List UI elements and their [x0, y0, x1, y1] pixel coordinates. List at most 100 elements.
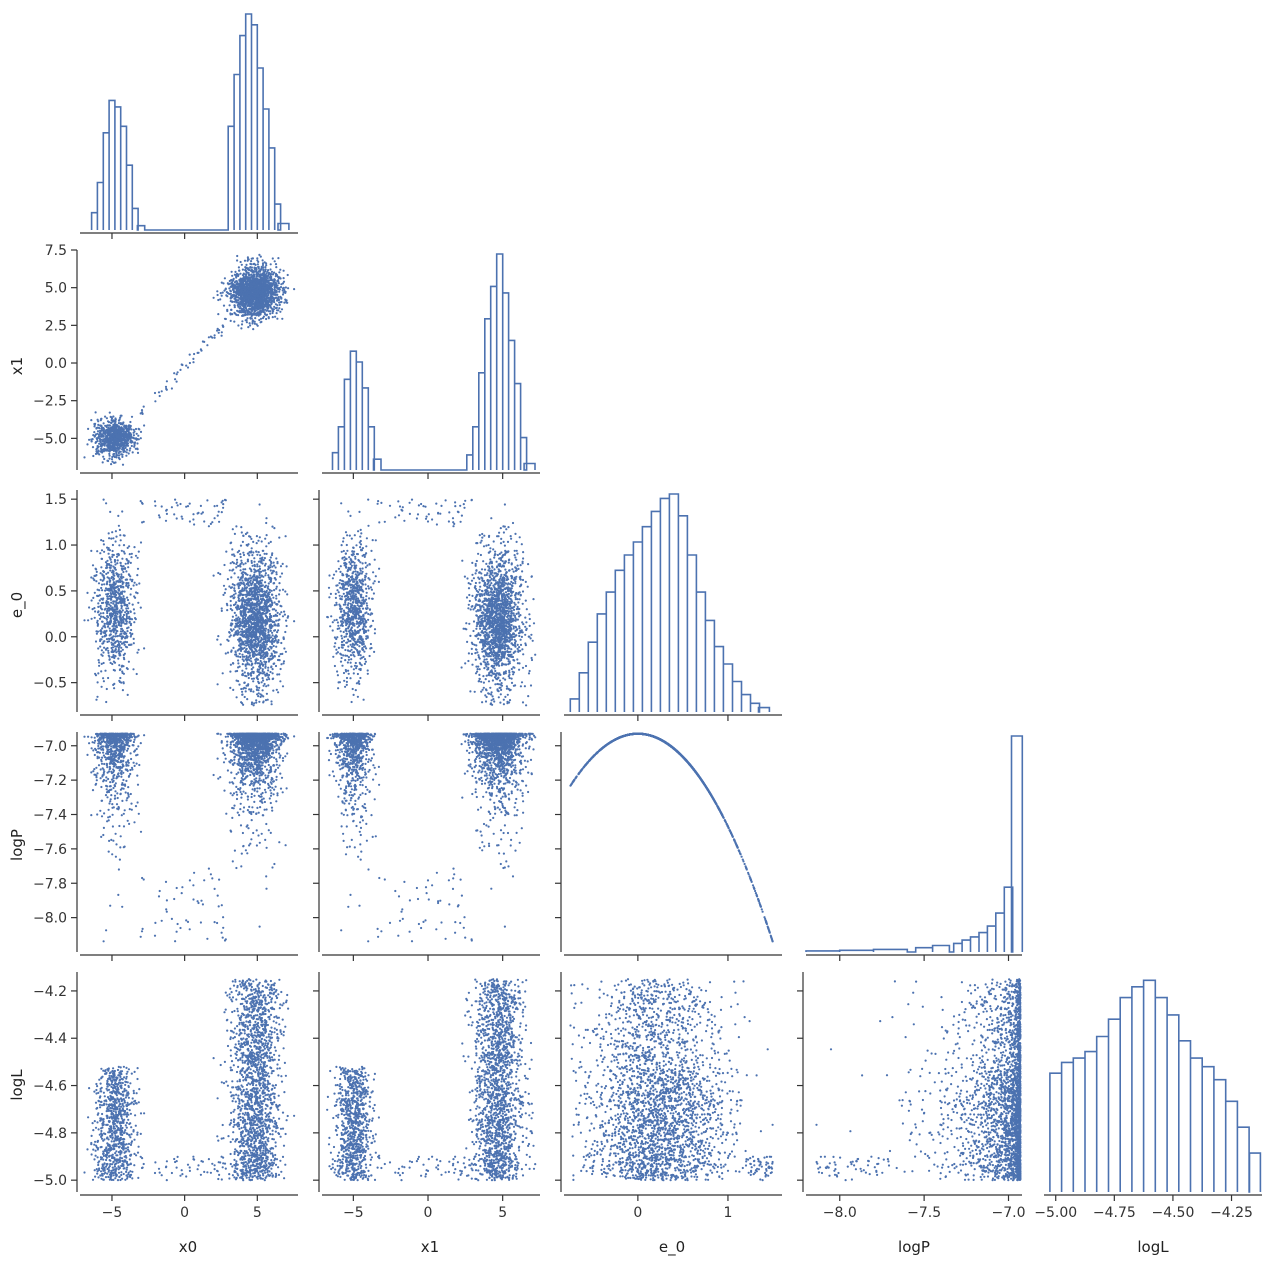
scatter-point — [136, 673, 138, 675]
scatter-point — [264, 305, 266, 307]
scatter-point — [122, 444, 124, 446]
scatter-point — [237, 286, 239, 288]
scatter-point — [115, 432, 117, 434]
scatter-point — [137, 452, 139, 454]
scatter-point — [249, 297, 251, 299]
scatter-point — [121, 550, 123, 552]
scatter-point — [117, 581, 119, 583]
x-tick-label: −4.25 — [1210, 1205, 1253, 1221]
scatter-point — [101, 584, 103, 586]
scatter-point — [123, 450, 125, 452]
scatter-point — [111, 458, 113, 460]
scatter-point — [273, 272, 275, 274]
scatter-point — [242, 291, 244, 293]
scatter-point — [232, 647, 234, 649]
scatter-point — [166, 513, 168, 515]
scatter-point — [250, 293, 252, 295]
scatter-point — [135, 448, 137, 450]
scatter-point — [251, 560, 253, 562]
scatter-point — [213, 575, 215, 577]
scatter-point — [118, 525, 120, 527]
scatter-point — [174, 378, 176, 380]
scatter-point — [267, 684, 269, 686]
scatter-point — [106, 417, 108, 419]
scatter-point — [246, 296, 248, 298]
scatter-point — [265, 517, 267, 519]
scatter-point — [275, 307, 277, 309]
scatter-point — [100, 572, 102, 574]
scatter-point — [242, 568, 244, 570]
scatter-point — [280, 642, 282, 644]
scatter-point — [272, 316, 274, 318]
scatter-point — [115, 427, 117, 429]
scatter-point — [110, 577, 112, 579]
scatter-point — [266, 310, 268, 312]
scatter-point — [256, 274, 258, 276]
scatter-point — [119, 458, 121, 460]
scatter-point — [235, 566, 237, 568]
scatter-point — [220, 643, 222, 645]
scatter-point — [286, 565, 288, 567]
scatter-point — [129, 449, 131, 451]
scatter-point — [108, 453, 110, 455]
scatter-point — [109, 511, 111, 513]
scatter-point — [239, 301, 241, 303]
scatter-point — [240, 327, 242, 329]
scatter-point — [253, 557, 255, 559]
scatter-point — [124, 427, 126, 429]
scatter-point — [206, 499, 208, 501]
scatter-point — [223, 305, 225, 307]
scatter-point — [115, 530, 117, 532]
scatter-point — [143, 406, 145, 408]
scatter-point — [102, 456, 104, 458]
scatter-point — [118, 588, 120, 590]
scatter-point — [140, 431, 142, 433]
scatter-point — [112, 442, 114, 444]
scatter-point — [102, 449, 104, 451]
scatter-point — [252, 551, 254, 553]
scatter-point — [216, 290, 218, 292]
scatter-point — [123, 438, 125, 440]
scatter-point — [128, 432, 130, 434]
scatter-point — [159, 516, 161, 518]
scatter-point — [254, 278, 256, 280]
scatter-point — [97, 647, 99, 649]
scatter-x0-e_0 — [83, 499, 295, 707]
scatter-point — [256, 535, 258, 537]
scatter-point — [221, 295, 223, 297]
scatter-point — [279, 269, 281, 271]
scatter-point — [109, 579, 111, 581]
scatter-point — [240, 545, 242, 547]
scatter-point — [97, 450, 99, 452]
scatter-point — [133, 608, 135, 610]
scatter-point — [239, 653, 241, 655]
scatter-point — [250, 291, 252, 293]
scatter-point — [108, 421, 110, 423]
scatter-point — [235, 301, 237, 303]
scatter-point — [239, 656, 241, 658]
histogram-logL — [1050, 980, 1261, 1192]
scatter-point — [116, 608, 118, 610]
scatter-point — [258, 682, 260, 684]
scatter-point — [106, 438, 108, 440]
scatter-point — [262, 264, 264, 266]
scatter-point — [97, 424, 99, 426]
scatter-point — [279, 613, 281, 615]
scatter-point — [264, 557, 266, 559]
scatter-point — [224, 592, 226, 594]
scatter-point — [241, 320, 243, 322]
scatter-point — [86, 443, 88, 445]
scatter-point — [254, 323, 256, 325]
scatter-point — [249, 317, 251, 319]
scatter-point — [230, 604, 232, 606]
scatter-point — [109, 412, 111, 414]
scatter-point — [95, 433, 97, 435]
scatter-point — [142, 413, 144, 415]
scatter-point — [259, 296, 261, 298]
scatter-point — [252, 691, 254, 693]
scatter-point — [104, 431, 106, 433]
scatter-point — [244, 269, 246, 271]
scatter-point — [214, 337, 216, 339]
scatter-point — [117, 658, 119, 660]
scatter-point — [138, 428, 140, 430]
